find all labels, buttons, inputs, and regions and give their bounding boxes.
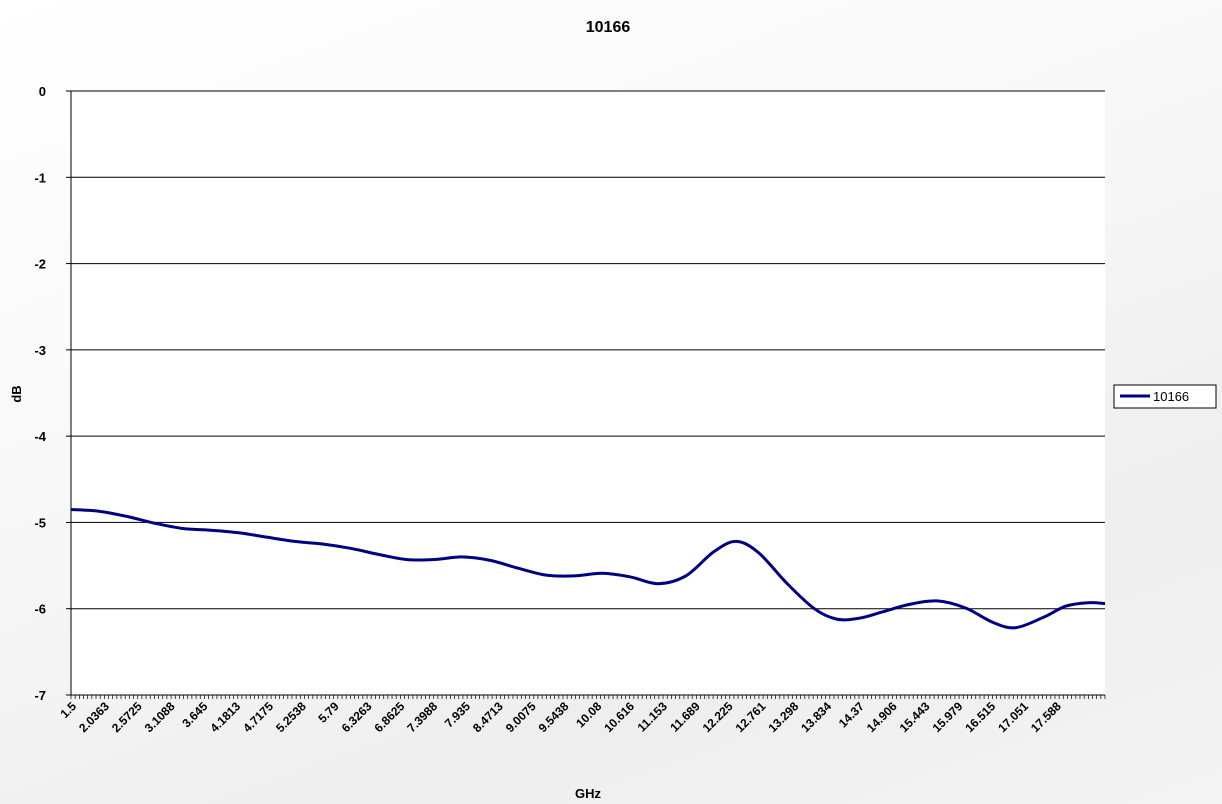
x-tick-label: 17.051 xyxy=(995,699,1031,735)
x-tick-label: 9.0075 xyxy=(503,699,539,735)
x-tick-label: 6.8625 xyxy=(372,699,408,735)
x-tick-label: 11.689 xyxy=(667,699,703,735)
series-layer xyxy=(70,508,1106,630)
legend: 10166 xyxy=(1113,384,1217,409)
x-tick-label: 6.3263 xyxy=(339,699,375,735)
x-tick-label: 13.298 xyxy=(765,699,801,735)
y-tick-label: -5 xyxy=(34,515,46,530)
x-tick-label: 15.979 xyxy=(930,699,966,735)
x-tick-label: 4.7175 xyxy=(240,699,276,735)
x-tick-label: 8.4713 xyxy=(470,699,506,735)
x-tick-label: 7.3988 xyxy=(404,699,440,735)
x-tick-label: 13.834 xyxy=(798,699,834,735)
y-tick-label: -4 xyxy=(34,429,46,444)
x-tick-label: 17.588 xyxy=(1028,699,1064,735)
x-tick-label: 12.761 xyxy=(733,699,769,735)
x-tick-label: 11.153 xyxy=(635,699,671,735)
x-tick-label: 2.5725 xyxy=(109,699,145,735)
x-tick-label: 3.645 xyxy=(179,699,210,730)
gridlines xyxy=(71,90,1105,610)
y-axis-title: dB xyxy=(9,385,24,402)
y-tick-label: -3 xyxy=(34,343,46,358)
plot-area xyxy=(71,91,1105,695)
y-tick-label: -1 xyxy=(34,170,46,185)
x-tick-label: 9.5438 xyxy=(536,699,572,735)
y-axis-ticks: 0 -1 -2 -3 -4 -5 -6 -7 xyxy=(34,84,71,703)
x-axis-title: GHz xyxy=(575,786,602,801)
x-tick-label: 12.225 xyxy=(700,699,736,735)
legend-label: 10166 xyxy=(1153,389,1189,404)
x-tick-label: 14.37 xyxy=(836,699,867,730)
x-tick-label: 5.79 xyxy=(315,699,342,726)
y-tick-label: -7 xyxy=(34,688,46,703)
legend-box xyxy=(1113,384,1217,409)
y-tick-label: -2 xyxy=(34,257,46,272)
x-axis-ticks xyxy=(70,695,1106,699)
x-tick-label: 7.935 xyxy=(442,699,473,730)
y-tick-label: 0 xyxy=(39,84,46,99)
x-tick-label: 10.08 xyxy=(573,699,604,730)
x-tick-label: 1.5 xyxy=(57,699,79,721)
chart-title: 10166 xyxy=(586,19,631,36)
x-tick-label: 5.2538 xyxy=(273,699,309,735)
series-line-10166 xyxy=(70,508,1106,630)
x-tick-label: 14.906 xyxy=(864,699,900,735)
x-tick-label: 15.443 xyxy=(897,699,933,735)
x-tick-label: 4.1813 xyxy=(207,699,243,735)
y-tick-label: -6 xyxy=(34,602,46,617)
x-tick-label: 2.0363 xyxy=(76,699,112,735)
x-tick-label: 10.616 xyxy=(601,699,637,735)
x-tick-label: 16.515 xyxy=(962,699,998,735)
x-tick-label: 3.1088 xyxy=(142,699,178,735)
